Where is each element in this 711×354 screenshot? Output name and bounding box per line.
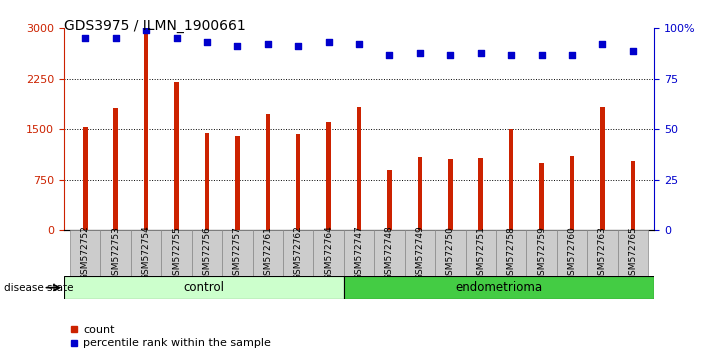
Bar (631, 161, 635, 230)
Bar (374, 230, 405, 276)
Point (506, 52, 517, 57)
Bar (344, 230, 374, 276)
Point (80, 36, 91, 41)
Text: GDS3975 / ILMN_1900661: GDS3975 / ILMN_1900661 (64, 19, 246, 34)
Point (323, 40, 334, 45)
Bar (618, 230, 648, 276)
Point (384, 52, 395, 57)
Bar (570, 156, 574, 230)
Bar (174, 82, 179, 230)
Text: GSM572762: GSM572762 (294, 226, 303, 280)
Text: GSM572756: GSM572756 (203, 225, 211, 281)
Bar (222, 230, 252, 276)
Bar (435, 230, 466, 276)
Point (141, 28, 152, 33)
Point (566, 52, 577, 57)
Text: GSM572764: GSM572764 (324, 226, 333, 280)
Bar (587, 230, 618, 276)
Text: GSM572760: GSM572760 (567, 225, 577, 281)
Text: control: control (183, 281, 224, 294)
Bar (496, 230, 526, 276)
Point (415, 50, 426, 55)
Text: GSM572757: GSM572757 (233, 225, 242, 281)
Bar (466, 230, 496, 276)
Bar (252, 230, 283, 276)
Point (201, 40, 213, 45)
Point (262, 42, 274, 47)
Bar (479, 158, 483, 230)
Bar (192, 230, 222, 276)
Text: GSM572754: GSM572754 (141, 226, 151, 280)
Text: GSM572747: GSM572747 (355, 226, 363, 280)
Bar (265, 114, 270, 230)
Bar (100, 230, 131, 276)
Bar (283, 230, 314, 276)
Bar (557, 230, 587, 276)
Bar (526, 230, 557, 276)
Text: GSM572748: GSM572748 (385, 226, 394, 280)
Text: endometrioma: endometrioma (455, 281, 542, 294)
Point (475, 50, 486, 55)
Bar (235, 136, 240, 230)
Point (110, 36, 122, 41)
Text: GSM572750: GSM572750 (446, 225, 455, 281)
Point (171, 36, 182, 41)
Bar (326, 122, 331, 230)
Bar (357, 107, 361, 230)
Bar (144, 29, 149, 230)
Bar (64, 276, 343, 299)
Text: GSM572749: GSM572749 (415, 226, 424, 280)
Point (627, 48, 638, 53)
Text: GSM572753: GSM572753 (111, 225, 120, 281)
Text: GSM572758: GSM572758 (507, 225, 515, 281)
Text: GSM572755: GSM572755 (172, 225, 181, 281)
Bar (296, 134, 301, 230)
Text: GSM572751: GSM572751 (476, 225, 485, 281)
Point (597, 42, 608, 47)
Bar (387, 170, 392, 230)
Point (444, 52, 456, 57)
Point (292, 44, 304, 49)
Bar (405, 230, 435, 276)
Text: GSM572763: GSM572763 (598, 225, 607, 281)
Bar (509, 129, 513, 230)
Bar (448, 160, 453, 230)
Bar (70, 230, 100, 276)
Point (232, 44, 243, 49)
Bar (131, 230, 161, 276)
Legend: count, percentile rank within the sample: count, percentile rank within the sample (70, 325, 271, 348)
Text: GSM572761: GSM572761 (263, 225, 272, 281)
Point (536, 52, 547, 57)
Bar (83, 127, 87, 230)
Text: GSM572759: GSM572759 (537, 225, 546, 281)
Bar (343, 276, 654, 299)
Bar (417, 158, 422, 230)
Text: GSM572752: GSM572752 (81, 226, 90, 280)
Text: GSM572765: GSM572765 (629, 225, 637, 281)
Bar (600, 107, 604, 230)
Bar (161, 230, 192, 276)
Bar (539, 163, 544, 230)
Bar (205, 133, 209, 230)
Text: disease state: disease state (4, 283, 73, 293)
Bar (114, 108, 118, 230)
Bar (314, 230, 344, 276)
Point (353, 42, 365, 47)
